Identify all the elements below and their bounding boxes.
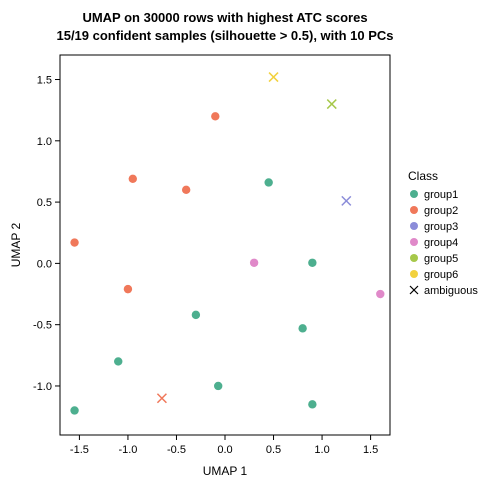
data-point [129, 175, 137, 183]
x-tick-label: 0.0 [217, 444, 232, 456]
y-tick-label: -0.5 [33, 320, 52, 332]
chart-title-line2: 15/19 confident samples (silhouette > 0.… [56, 28, 393, 43]
x-tick-label: 1.5 [363, 444, 378, 456]
data-point [308, 400, 316, 408]
chart-title-line1: UMAP on 30000 rows with highest ATC scor… [82, 10, 367, 25]
legend-marker [410, 190, 418, 198]
data-point [308, 259, 316, 267]
legend-marker [410, 238, 418, 246]
data-point [376, 290, 384, 298]
x-tick-label: -1.5 [70, 444, 89, 456]
legend-marker [410, 254, 418, 262]
scatter-plot-svg: -1.5 -1.0 -0.5 0.0 0.5 1.0 1.5 -1.0 -0.5 0.0 0.5 1.… [0, 0, 504, 504]
data-point [250, 259, 258, 267]
chart-container: -1.5 -1.0 -0.5 0.0 0.5 1.0 1.5 -1.0 -0.5 0.0 0.5 1.… [0, 0, 504, 504]
data-point [124, 285, 132, 293]
legend-label: group5 [424, 253, 458, 265]
data-point [182, 186, 190, 194]
legend-label: group1 [424, 189, 458, 201]
x-tick-label: -1.0 [118, 444, 137, 456]
y-tick-label: 0.5 [37, 197, 52, 209]
data-point [192, 311, 200, 319]
data-point [114, 357, 122, 365]
y-tick-label: 0.0 [37, 258, 52, 270]
x-tick-label: -0.5 [167, 444, 186, 456]
data-point [264, 178, 272, 186]
legend-marker [410, 206, 418, 214]
y-tick-label: 1.0 [37, 136, 52, 148]
legend-title: Class [408, 169, 438, 183]
legend-label: group2 [424, 205, 458, 217]
legend-label: ambiguous [424, 285, 478, 297]
y-tick-label: -1.0 [33, 381, 52, 393]
y-tick-label: 1.5 [37, 75, 52, 87]
x-axis-label: UMAP 1 [203, 464, 248, 478]
data-point [298, 324, 306, 332]
legend-label: group3 [424, 221, 458, 233]
y-axis-label: UMAP 2 [9, 222, 23, 267]
legend-marker [410, 222, 418, 230]
legend-label: group6 [424, 269, 458, 281]
data-point [211, 112, 219, 120]
plot-border [60, 55, 390, 435]
legend-label: group4 [424, 237, 458, 249]
data-point [214, 382, 222, 390]
data-point [70, 406, 78, 414]
legend-marker [410, 270, 418, 278]
x-tick-label: 0.5 [266, 444, 281, 456]
x-tick-label: 1.0 [314, 444, 329, 456]
data-point [70, 238, 78, 246]
